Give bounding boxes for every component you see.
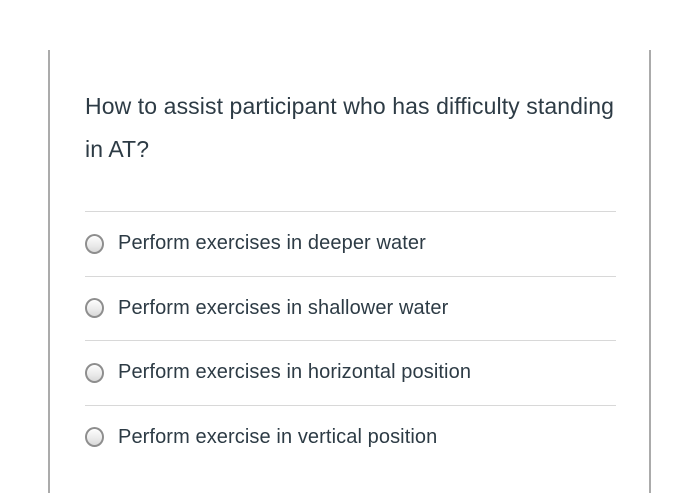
answer-option-label: Perform exercises in horizontal position bbox=[118, 361, 472, 384]
answer-option-row[interactable]: Perform exercises in horizontal position bbox=[85, 340, 616, 405]
answer-option-row[interactable]: Perform exercises in deeper water bbox=[85, 211, 616, 276]
radio-button-icon[interactable] bbox=[85, 233, 104, 254]
answer-option-row[interactable]: Perform exercise in vertical position bbox=[85, 404, 616, 470]
answer-option-label: Perform exercise in vertical position bbox=[118, 425, 438, 448]
quiz-question-card: How to assist participant who has diffic… bbox=[48, 50, 651, 493]
answer-options-list: Perform exercises in deeper water Perfor… bbox=[85, 211, 616, 469]
radio-button-icon[interactable] bbox=[85, 362, 104, 383]
question-text: How to assist participant who has diffic… bbox=[85, 93, 615, 162]
answer-option-row[interactable]: Perform exercises in shallower water bbox=[85, 275, 616, 341]
radio-button-icon[interactable] bbox=[85, 298, 104, 319]
radio-button-icon[interactable] bbox=[85, 427, 104, 448]
answer-option-label: Perform exercises in shallower water bbox=[118, 296, 449, 319]
answer-option-label: Perform exercises in deeper water bbox=[118, 232, 426, 255]
